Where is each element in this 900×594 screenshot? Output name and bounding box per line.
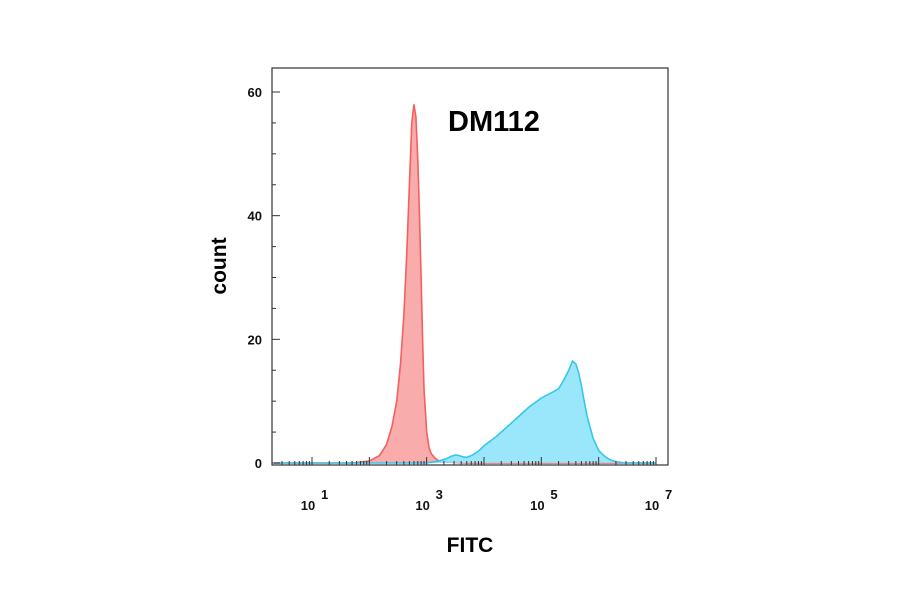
series-1-line [274,359,656,464]
x-tick-label: 10 [415,498,429,513]
series-layer [274,104,656,464]
plot-frame [271,67,669,466]
x-tick-label: 10 [530,498,544,513]
chart-title: DM112 [448,106,540,138]
x-axis-title: FITC [447,534,494,557]
x-tick-label: 10 [645,498,659,513]
x-tick-label: 10 [301,498,315,513]
y-tick-label: 60 [248,85,262,100]
y-axis-title: count [208,237,231,294]
x-axis: 10 1 10 3 10 5 10 7 [281,457,672,513]
x-tick-exponent: 1 [321,487,328,502]
series-0-area [274,104,656,464]
series-0-line [274,104,656,464]
x-tick-exponent: 5 [550,487,557,502]
y-tick-label: 20 [248,332,262,347]
x-tick-exponent: 3 [436,487,443,502]
y-tick-label: 40 [248,209,262,224]
y-axis: 0 20 40 60 [248,85,280,471]
y-tick-label: 0 [255,456,262,471]
x-tick-exponent: 7 [665,487,672,502]
series-1-area [274,361,656,463]
